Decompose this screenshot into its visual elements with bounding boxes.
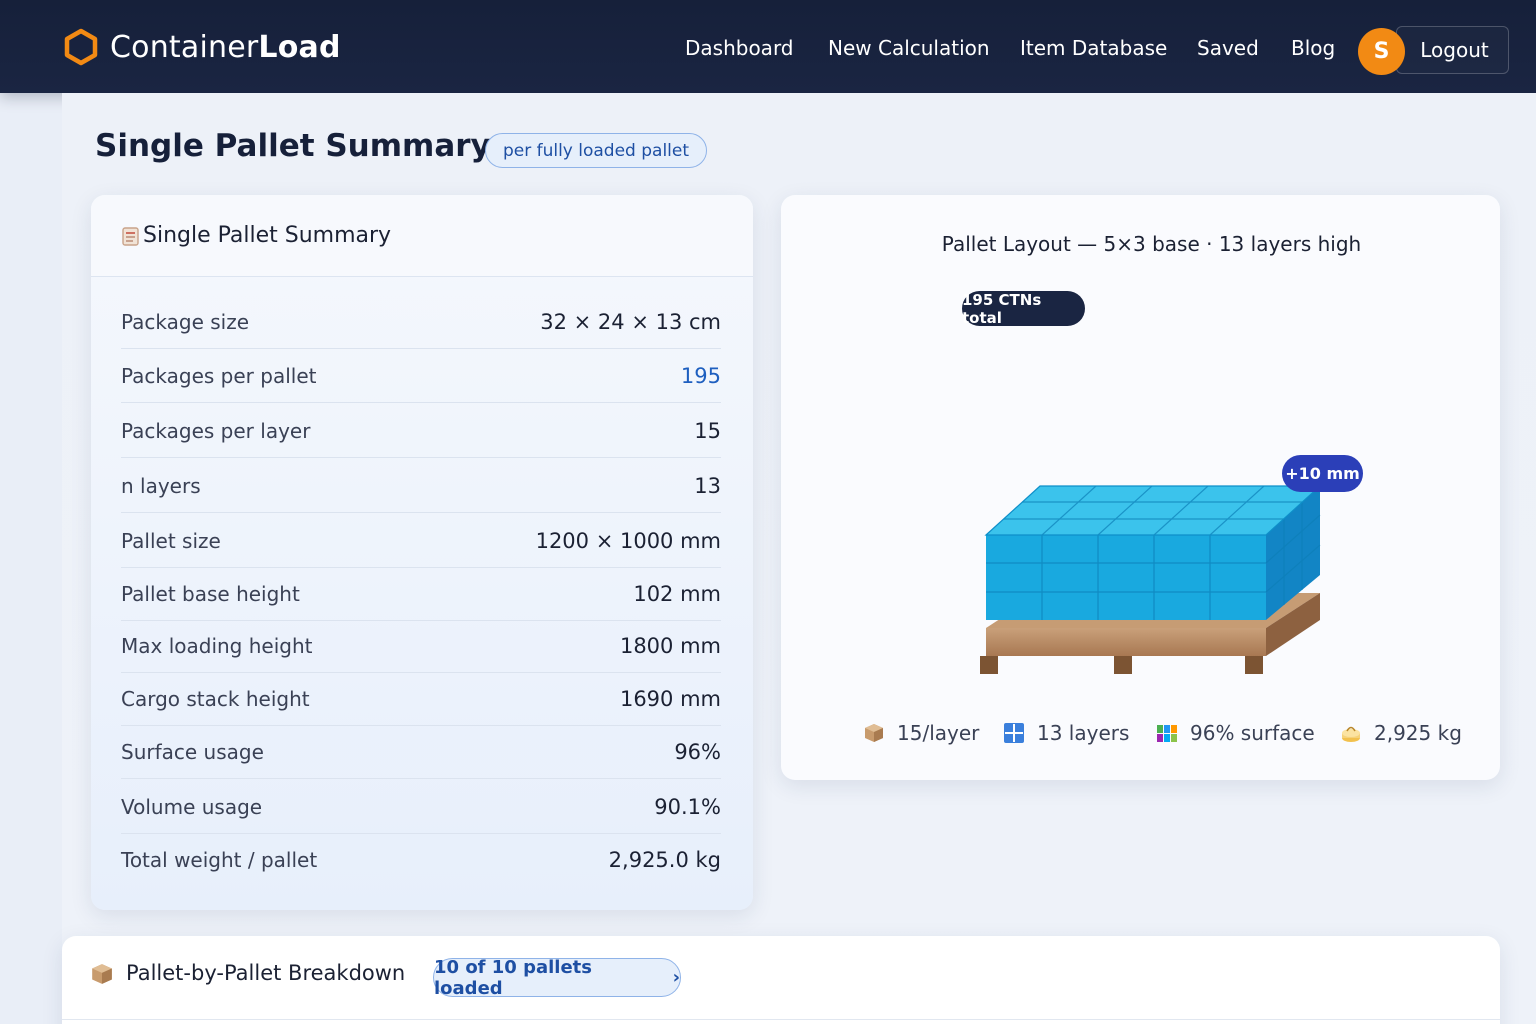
pallet-foot — [1245, 656, 1263, 674]
breakdown-title: Pallet-by-Pallet Breakdown — [126, 961, 406, 985]
pallet-3d-illustration — [980, 485, 1322, 674]
summary-row: Pallet size 1200 × 1000 mm — [121, 514, 721, 568]
pallet-front — [986, 628, 1266, 656]
row-label: Volume usage — [121, 794, 263, 819]
stat-layers: 13 layers — [1003, 721, 1129, 745]
avatar-initial: S — [1373, 39, 1390, 64]
clearance-badge: +10 mm — [1282, 455, 1363, 492]
summary-card-header: Single Pallet Summary — [91, 195, 753, 277]
pallet-foot — [1114, 656, 1132, 674]
row-value: 1800 mm — [619, 633, 721, 658]
summary-card-title: Single Pallet Summary — [143, 223, 392, 248]
summary-card: Single Pallet Summary Package size 32 × … — [91, 195, 753, 910]
row-value: 102 mm — [633, 581, 721, 606]
row-label: Pallet base height — [121, 581, 300, 606]
grid-icon — [1004, 723, 1024, 743]
stat-label: 13 layers — [1037, 721, 1130, 745]
row-label: Packages per pallet — [121, 363, 317, 388]
top-navbar: ContainerLoad Dashboard New Calculation … — [0, 0, 1536, 93]
summary-row: Packages per layer 15 — [121, 404, 721, 458]
per-pallet-badge-label: per fully loaded pallet — [502, 140, 690, 161]
box-icon — [865, 724, 883, 742]
summary-row: Volume usage 90.1% — [121, 780, 721, 834]
row-label: Package size — [121, 309, 250, 334]
summary-row: Pallet base height 102 mm — [121, 567, 721, 621]
nav-saved[interactable]: Saved — [1197, 36, 1259, 60]
row-label: Max loading height — [121, 633, 313, 658]
stat-per-layer: 15/layer — [863, 721, 979, 745]
row-label: Surface usage — [121, 739, 264, 764]
cargo-grid — [986, 485, 1321, 620]
row-label: Total weight / pallet — [121, 848, 318, 872]
page-title: Single Pallet Summary — [95, 128, 491, 164]
brand-name: ContainerLoad — [110, 29, 341, 65]
row-value: 90.1% — [654, 794, 721, 819]
clearance-label: +10 mm — [1285, 464, 1360, 483]
weight-icon — [1342, 726, 1360, 742]
nav-item-database[interactable]: Item Database — [1020, 36, 1168, 60]
pallets-loaded-badge[interactable]: 10 of 10 pallets loaded › — [433, 956, 681, 999]
logout-button[interactable]: Logout — [1396, 26, 1509, 74]
pallets-loaded-label: 10 of 10 pallets loaded — [434, 956, 592, 999]
summary-row: Max loading height 1800 mm — [121, 619, 721, 673]
row-value: 13 — [694, 473, 721, 498]
breakdown-divider — [62, 1019, 1500, 1020]
stat-label: 15/layer — [897, 721, 980, 745]
row-label: n layers — [121, 473, 201, 498]
breakdown-card — [62, 936, 1500, 1024]
hexagon-logo-icon — [64, 28, 98, 66]
brand-logo[interactable]: ContainerLoad — [62, 28, 341, 66]
summary-row: Total weight / pallet 2,925.0 kg — [121, 833, 721, 887]
cargo-front — [986, 535, 1266, 620]
stat-surface: 96% surface — [1156, 721, 1315, 745]
surface-icon — [1157, 725, 1177, 742]
row-value: 96% — [674, 739, 721, 764]
ctns-total-badge: 195 CTNs total — [962, 290, 1085, 327]
row-value: 32 × 24 × 13 cm — [540, 309, 721, 334]
clipboard-icon — [122, 226, 139, 246]
pallet-foot — [980, 656, 998, 674]
chevron-right-icon: › — [672, 967, 680, 988]
stat-label: 96% surface — [1190, 721, 1315, 745]
cargo-side — [1266, 486, 1320, 620]
row-value: 2,925.0 kg — [608, 848, 721, 872]
summary-row: Cargo stack height 1690 mm — [121, 672, 721, 726]
ctns-total-label: 195 CTNs total — [962, 290, 1042, 327]
row-value: 1200 × 1000 mm — [535, 528, 721, 553]
stat-weight: 2,925 kg — [1340, 721, 1462, 745]
row-label: Pallet size — [121, 528, 221, 553]
summary-row: n layers 13 — [121, 459, 721, 513]
logout-label: Logout — [1420, 38, 1489, 62]
stat-label: 2,925 kg — [1374, 721, 1462, 745]
nav-dashboard[interactable]: Dashboard — [685, 36, 794, 60]
summary-row: Packages per pallet 195 — [121, 349, 721, 403]
row-value: 195 — [680, 363, 721, 388]
pallet-layout-title: Pallet Layout — 5×3 base · 13 layers hig… — [941, 232, 1362, 256]
row-value: 15 — [694, 418, 721, 443]
nav-new-calculation[interactable]: New Calculation — [828, 36, 990, 60]
cargo-top — [986, 486, 1320, 535]
per-pallet-badge: per fully loaded pallet — [485, 133, 707, 168]
row-label: Cargo stack height — [121, 686, 310, 711]
summary-row: Package size 32 × 24 × 13 cm — [121, 295, 721, 349]
user-avatar[interactable]: S — [1358, 28, 1405, 75]
pallet-side — [1266, 593, 1320, 656]
row-label: Packages per layer — [121, 418, 311, 443]
box-icon — [92, 964, 112, 984]
row-value: 1690 mm — [619, 686, 721, 711]
summary-row: Surface usage 96% — [121, 725, 721, 779]
nav-blog[interactable]: Blog — [1291, 36, 1336, 60]
